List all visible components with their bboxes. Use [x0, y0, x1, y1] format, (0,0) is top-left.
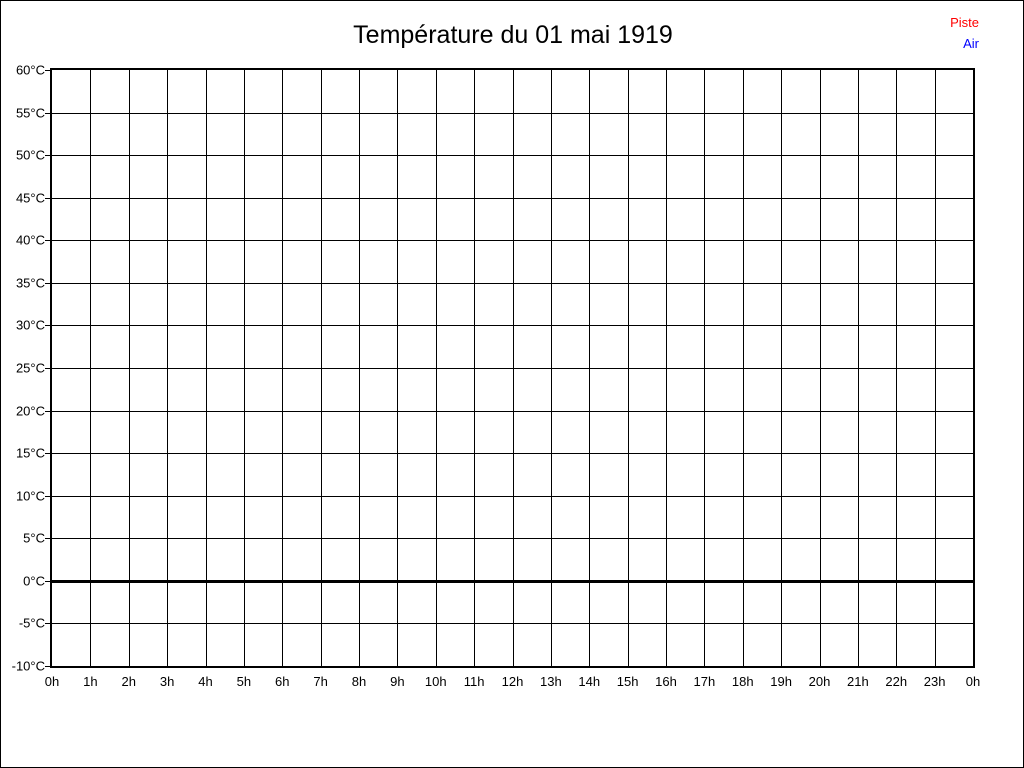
x-axis-tick-label: 10h	[424, 674, 447, 689]
x-axis-tick-label: 16h	[655, 674, 677, 689]
x-axis-tick-label: 11h	[463, 674, 485, 689]
y-axis-tick-label: 15°C	[15, 445, 45, 461]
y-axis-tick-label: 40°C	[15, 232, 45, 248]
x-axis-tick-label: 19h	[770, 674, 792, 689]
gridline-vertical	[512, 70, 514, 666]
x-axis-tick-labels: 0h 1h 2h 3h 4h 5h 6h 7h 8h 9h 10h 11h 12h 13h 14h 15h 16…	[1, 674, 1023, 698]
x-axis-tick-label: 17h	[693, 674, 716, 689]
x-axis-tick-label: 3h	[159, 674, 175, 689]
x-axis-tick-label: 14h	[578, 674, 601, 689]
y-axis-tick-label: 50°C	[15, 147, 45, 163]
gridline-vertical	[589, 70, 591, 666]
x-axis-tick-label: 12h	[501, 674, 524, 689]
gridline-vertical	[704, 70, 706, 666]
gridline-vertical	[167, 70, 169, 666]
gridline-vertical	[397, 70, 399, 666]
y-axis-tick-label: 20°C	[15, 403, 45, 419]
series-svg	[52, 70, 973, 666]
y-axis-tick-label: 60°C	[15, 62, 45, 78]
grid-lines	[52, 70, 973, 666]
x-axis-tick-label: 5h	[236, 674, 252, 689]
x-axis-tick-label: 0h	[44, 674, 60, 689]
gridline-vertical	[128, 70, 130, 666]
gridline-vertical	[627, 70, 629, 666]
gridline-vertical	[243, 70, 245, 666]
gridline-vertical	[205, 70, 207, 666]
gridline-vertical	[742, 70, 744, 666]
chart-legend: Piste Air	[950, 12, 979, 54]
x-axis-tick-label: 22h	[885, 674, 908, 689]
gridline-vertical	[666, 70, 667, 666]
gridline-vertical	[896, 70, 898, 666]
gridline-vertical	[819, 70, 821, 666]
x-axis-tick-label: 15h	[616, 674, 639, 689]
gridline-vertical	[781, 70, 783, 666]
y-axis-tick-label: 35°C	[15, 275, 45, 291]
gridline-vertical	[282, 70, 284, 666]
x-axis-tick-label: 1h	[83, 674, 98, 689]
gridline-vertical	[857, 70, 859, 666]
gridline-vertical	[359, 70, 360, 666]
x-axis-tick-label: 2h	[121, 674, 136, 689]
x-axis-tick-label: 20h	[808, 674, 831, 689]
y-axis-tick-label: 55°C	[15, 105, 45, 121]
legend-item-piste[interactable]: Piste	[950, 15, 979, 30]
page-title: Température du 01 mai 1919	[353, 21, 673, 49]
gridline-vertical	[934, 70, 936, 666]
gridline-vertical	[435, 70, 437, 666]
x-axis-tick-label: 18h	[731, 674, 754, 689]
gridline-vertical	[90, 70, 92, 666]
x-axis-tick-label: 7h	[313, 674, 328, 689]
x-axis-tick-label: 6h	[275, 674, 290, 689]
x-axis-tick-label: 8h	[351, 674, 367, 689]
gridline-vertical	[320, 70, 322, 666]
y-axis-tick-label: 5°C	[23, 530, 45, 546]
y-axis-tick-label: -5°C	[18, 615, 45, 631]
data-series-layer	[52, 70, 973, 666]
x-axis-tick-label: 13h	[540, 674, 562, 689]
y-axis-tick-label: 10°C	[15, 488, 45, 504]
legend-item-air[interactable]: Air	[963, 36, 979, 51]
y-axis-tick-label: 0°C	[23, 573, 45, 589]
y-axis-tick-label: 25°C	[15, 360, 45, 376]
y-axis-tick-label: -10°C	[11, 658, 45, 674]
x-axis-tick-label: 4h	[198, 674, 213, 689]
x-axis-tick-label: 0h	[965, 674, 981, 689]
gridline-vertical	[474, 70, 476, 666]
x-axis-tick-label: 23h	[923, 674, 946, 689]
plot-area	[50, 68, 975, 668]
x-axis-tick-label: 9h	[390, 674, 405, 689]
x-axis-tick-label: 21h	[847, 674, 869, 689]
y-axis-tick-label: 30°C	[15, 317, 45, 333]
gridline-vertical	[550, 70, 552, 666]
y-axis-tick-label: 45°C	[15, 190, 45, 206]
